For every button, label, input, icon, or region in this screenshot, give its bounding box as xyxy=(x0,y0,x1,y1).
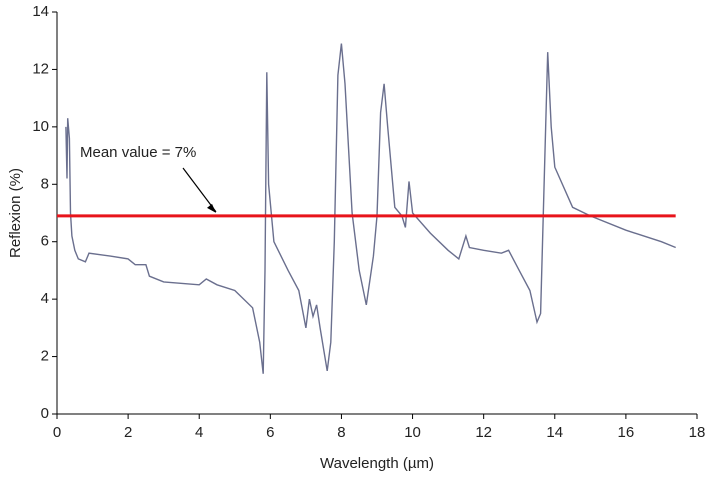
y-tick-label: 6 xyxy=(41,233,49,250)
x-tick-label: 10 xyxy=(404,424,421,441)
mean-annotation: Mean value = 7% xyxy=(80,144,196,161)
y-tick-label: 4 xyxy=(41,290,49,307)
y-tick-label: 8 xyxy=(41,175,49,192)
y-axis-label: Reflexion (%) xyxy=(7,168,24,258)
y-tick-label: 0 xyxy=(41,405,49,422)
x-tick-label: 14 xyxy=(546,424,563,441)
x-tick-label: 18 xyxy=(689,424,706,441)
x-axis-label: Wavelength (µm) xyxy=(320,455,434,472)
x-tick-label: 0 xyxy=(53,424,61,441)
x-tick-label: 6 xyxy=(266,424,274,441)
x-tick-label: 4 xyxy=(195,424,203,441)
y-tick-label: 2 xyxy=(41,348,49,365)
x-tick-label: 16 xyxy=(618,424,635,441)
y-tick-label: 12 xyxy=(32,60,49,77)
annotation-arrow xyxy=(182,167,217,213)
spectrum-line xyxy=(65,43,676,374)
y-tick-label: 10 xyxy=(32,118,49,135)
x-tick-label: 2 xyxy=(124,424,132,441)
x-tick-label: 12 xyxy=(475,424,492,441)
x-tick-label: 8 xyxy=(337,424,345,441)
annotation-arrowhead xyxy=(207,203,216,213)
y-tick-label: 14 xyxy=(32,3,49,20)
